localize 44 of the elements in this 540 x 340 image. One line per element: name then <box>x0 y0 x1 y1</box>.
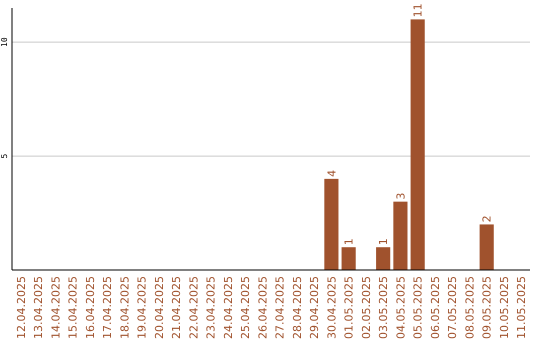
x-tick-label: 13.04.2025 <box>32 276 46 339</box>
bar <box>480 224 494 270</box>
bar <box>376 247 390 270</box>
x-tick-label: 02.05.2025 <box>360 276 373 339</box>
x-tick-label: 21.04.2025 <box>170 276 184 339</box>
x-tick-label: 11.05.2025 <box>515 276 528 339</box>
x-tick-label: 26.04.2025 <box>256 276 270 339</box>
data-label: 4 <box>325 170 338 177</box>
x-tick-label: 18.04.2025 <box>118 276 132 339</box>
x-tick-label: 12.04.2025 <box>14 276 28 339</box>
x-tick-label: 14.04.2025 <box>49 276 62 339</box>
x-tick-label: 03.05.2025 <box>377 276 390 339</box>
x-tick-label: 15.04.2025 <box>66 276 80 339</box>
x-tick-label: 17.04.2025 <box>101 276 114 339</box>
x-tick-label: 20.04.2025 <box>152 276 166 339</box>
bar <box>410 19 425 270</box>
x-tick-label: 30.04.2025 <box>325 276 338 339</box>
bar <box>393 202 408 270</box>
x-tick-label: 06.05.2025 <box>428 276 442 339</box>
x-tick-label: 10.05.2025 <box>498 276 511 339</box>
x-tick-label: 25.04.2025 <box>239 276 252 339</box>
x-tick-label: 22.04.2025 <box>187 276 200 339</box>
x-tick-label: 29.04.2025 <box>308 276 322 339</box>
y-tick-label: 5 <box>0 154 9 158</box>
x-tick-label: 05.05.2025 <box>412 276 425 339</box>
bar <box>342 247 356 270</box>
x-tick-label: 09.05.2025 <box>480 276 494 339</box>
x-tick-label: 19.04.2025 <box>136 276 149 339</box>
data-label: 1 <box>342 238 356 246</box>
x-tick-label: 16.04.2025 <box>84 276 97 339</box>
x-tick-label: 04.05.2025 <box>394 276 408 339</box>
data-label: 3 <box>394 192 408 200</box>
data-label: 2 <box>480 215 494 222</box>
x-tick-label: 01.05.2025 <box>342 276 356 339</box>
data-label: 1 <box>377 238 390 246</box>
x-tick-label: 24.04.2025 <box>222 276 235 339</box>
x-tick-label: 08.05.2025 <box>463 276 476 339</box>
x-tick-label: 07.05.2025 <box>446 276 460 339</box>
x-tick-label: 23.04.2025 <box>204 276 218 339</box>
y-tick-label: 10 <box>0 37 9 47</box>
x-tick-label: 28.04.2025 <box>290 276 304 339</box>
data-label: 11 <box>412 3 425 18</box>
bar <box>324 178 338 270</box>
x-tick-label: 27.04.2025 <box>274 276 287 339</box>
